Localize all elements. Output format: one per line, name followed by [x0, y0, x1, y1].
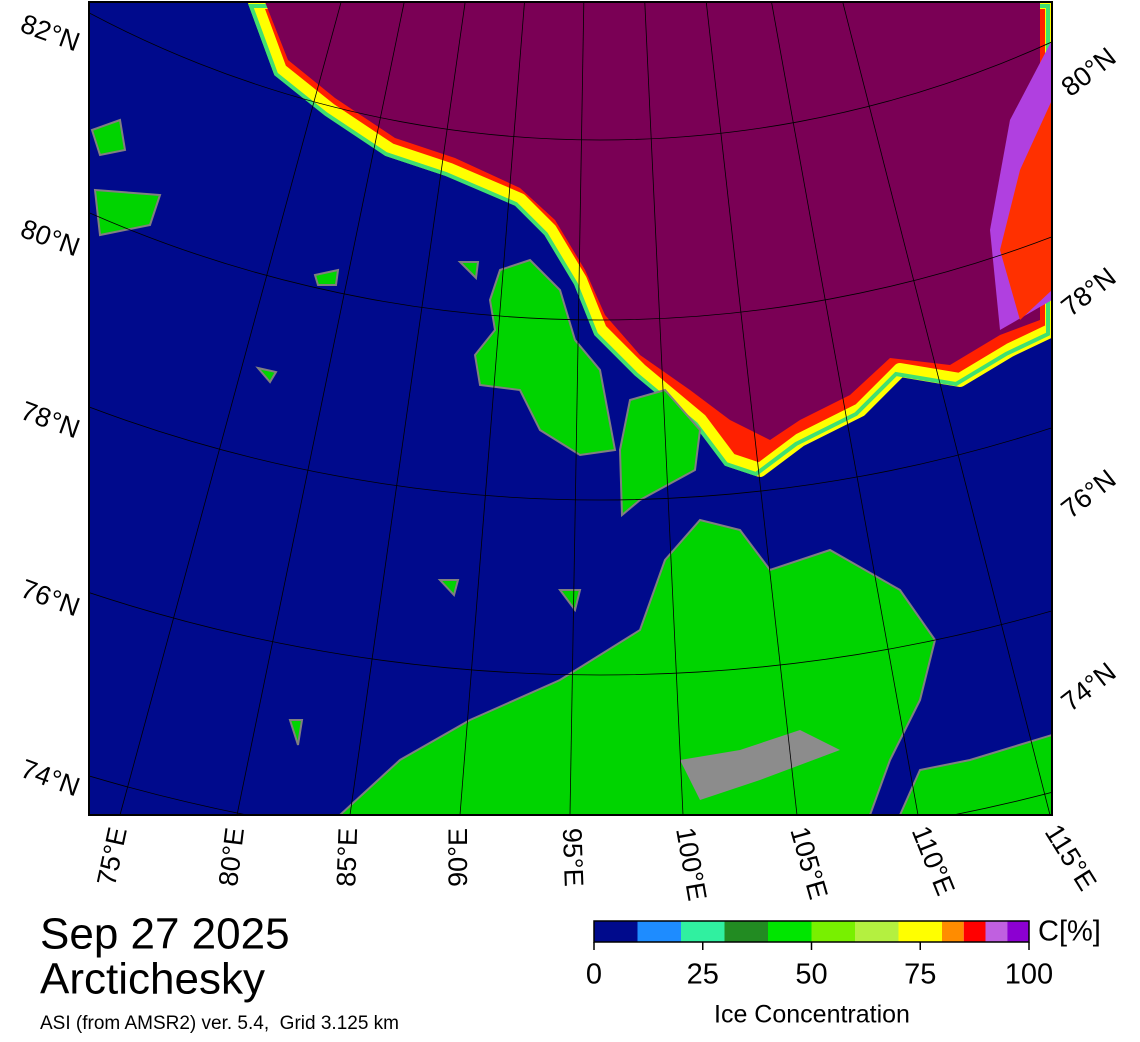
pack-ice: [265, 2, 1040, 440]
land: [898, 733, 1052, 815]
lon-line: [771, 2, 919, 815]
graticule: [89, 2, 1052, 815]
lon-line: [236, 2, 405, 815]
colorbar-bin: [811, 921, 855, 942]
colorbar-bin: [681, 921, 725, 942]
colorbar-bin: [855, 921, 899, 942]
colorbar-tick-label: 100: [1005, 959, 1053, 991]
lake: [680, 730, 840, 800]
source: ASI (from AMSR2) ver. 5.4, Grid 3.125 km: [40, 1013, 399, 1034]
colorbar-tick-label: 25: [687, 959, 719, 991]
colorbar-unit: C[%]: [1038, 916, 1101, 948]
lon-line: [842, 2, 1051, 815]
map-frame: [88, 1, 1053, 816]
lat-label: 80°N: [1056, 42, 1122, 103]
lat-label: 74°N: [17, 754, 84, 803]
colorbar-bin: [724, 921, 768, 942]
lon-label: 95°E: [557, 827, 589, 887]
lon-line: [569, 2, 585, 815]
colorbar-tick-label: 75: [904, 959, 936, 991]
colorbar-bin: [1007, 921, 1029, 942]
lon-label: 115°E: [1039, 819, 1103, 896]
colorbar-bin: [594, 921, 638, 942]
islets: [90, 118, 582, 746]
lat-label: 80°N: [17, 214, 84, 263]
date: Sep 27 2025: [40, 910, 290, 959]
lat-label: 76°N: [1056, 464, 1122, 525]
lon-line: [459, 2, 525, 815]
lon-line: [349, 2, 466, 815]
region: Arctichesky: [40, 955, 265, 1004]
lat-label: 76°N: [17, 574, 84, 623]
lat-label: 82°N: [17, 9, 84, 58]
colorbar-bin: [768, 921, 812, 942]
colorbar-bin: [985, 921, 1008, 942]
lon-label: 100°E: [670, 825, 712, 903]
colorbar-bin: [637, 921, 681, 942]
colorbar-bin: [963, 921, 986, 942]
lon-label: 85°E: [331, 827, 363, 887]
island: [473, 258, 617, 457]
lon-label: 110°E: [906, 822, 961, 900]
lat-line: [89, 212, 1052, 321]
map: [89, 2, 1052, 815]
lat-label: 78°N: [1056, 262, 1122, 323]
lon-line: [644, 2, 684, 815]
colorbar-tick-label: 50: [795, 959, 827, 991]
lon-label: 80°E: [213, 826, 250, 888]
colorbar-label: Ice Concentration: [714, 1001, 910, 1029]
lat-line: [89, 11, 1052, 141]
lat-label: 78°N: [17, 396, 84, 445]
colorbar-tick-label: 0: [586, 959, 602, 991]
lon-label: 105°E: [784, 823, 833, 902]
lat-label: 74°N: [1056, 657, 1122, 718]
lon-label: 75°E: [91, 824, 133, 888]
colorbar-bin: [898, 921, 942, 942]
lon-label: 90°E: [443, 828, 473, 887]
colorbar-bin: [942, 921, 964, 942]
ice-melt: [1000, 100, 1052, 320]
lon-line: [705, 2, 798, 815]
colorbar: 0 25 50 75 100: [586, 920, 1053, 991]
lon-line: [119, 2, 342, 815]
